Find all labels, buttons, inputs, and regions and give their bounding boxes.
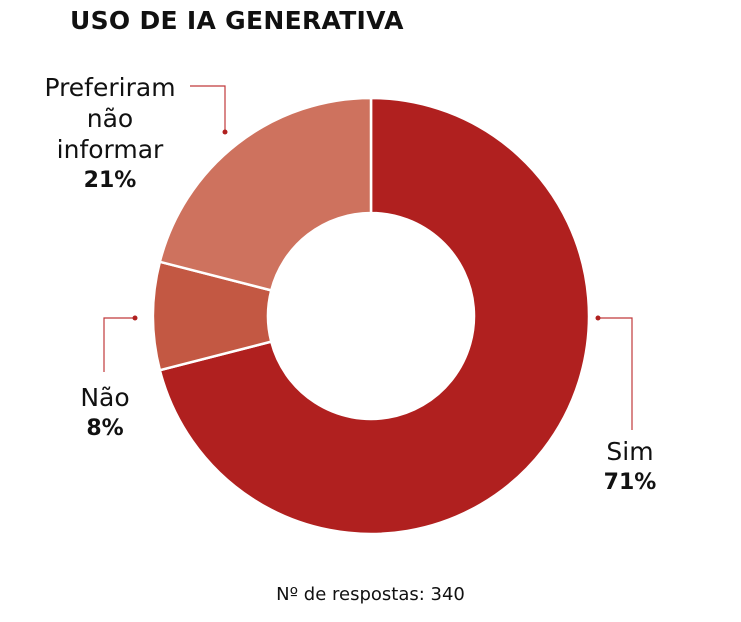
slice-sim (158, 96, 591, 536)
slice-label: Preferiram não informar (44, 73, 176, 164)
leader-dot (222, 129, 228, 135)
slice-value: 71% (603, 470, 657, 495)
slice-label: Sim (606, 437, 654, 466)
label-sim: Sim 71% (580, 436, 680, 498)
leader-lines (103, 85, 633, 430)
leader-line-nao (103, 317, 135, 372)
chart-title: USO DE IA GENERATIVA (70, 6, 404, 35)
leader-dot (595, 315, 601, 321)
leader-dot (132, 315, 138, 321)
slice-value: 21% (83, 168, 137, 193)
label-nao: Não 8% (55, 382, 155, 444)
leader-line-sim (598, 317, 633, 430)
label-preferiram: Preferiram não informar 21% (20, 72, 200, 196)
leader-line-preferiram (190, 85, 226, 132)
slice-preferiram (158, 96, 373, 292)
slice-label: Não (80, 383, 130, 412)
footnote: Nº de respostas: 340 (276, 584, 465, 605)
slice-value: 8% (86, 416, 124, 441)
